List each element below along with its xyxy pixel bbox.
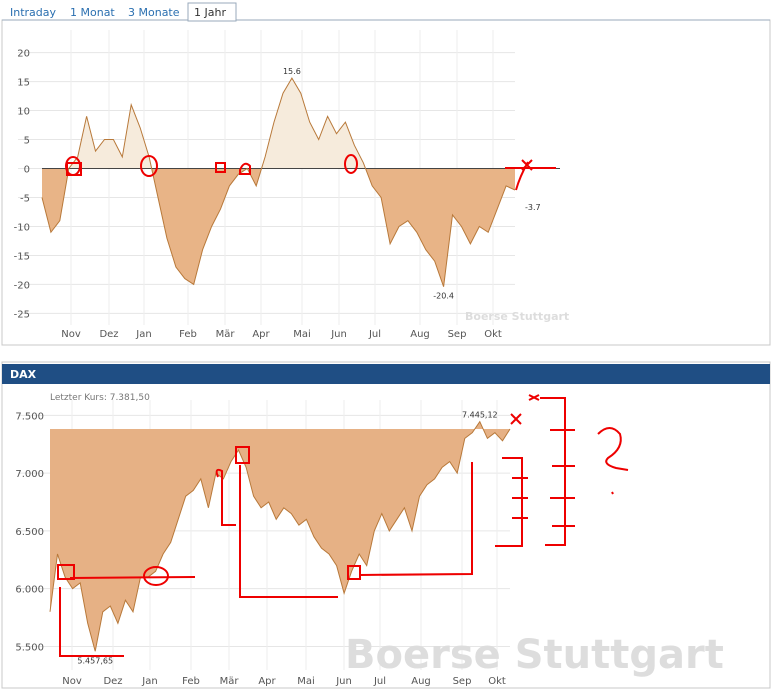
data-label: -20.4 [433,292,454,301]
y-tick-label: -5 [20,193,30,204]
y-tick-label: 7.000 [15,469,44,480]
area-negative [42,168,515,287]
x-tick-label: Sep [453,676,472,687]
x-tick-label: Apr [258,676,276,687]
hand-annotations [57,154,629,657]
area-fill [50,421,510,652]
x-tick-label: Aug [411,676,431,687]
data-label: -3.7 [525,203,541,212]
y-tick-label: 6.500 [15,527,44,538]
x-tick-label: Jan [141,676,157,687]
y-tick-label: 0 [24,165,30,176]
active-tab [187,2,237,22]
panel-header [2,364,770,384]
x-tick-label: Jun [335,676,352,687]
watermark: Boerse Stuttgart [465,310,569,323]
x-tick-label: Jul [368,329,381,340]
data-label: 7.445,12 [462,411,498,420]
x-tick-label: Feb [182,676,200,687]
x-tick-label: Sep [448,329,467,340]
y-tick-label: -15 [14,251,30,262]
x-tick-label: Mär [216,329,236,340]
charts: Intraday 1 Monat 3 Monate 1 Jahr -25 -20 -15 -1… [10,6,724,687]
y-tick-label: 5.500 [15,642,44,653]
y-tick-label: -25 [14,309,30,320]
tab[interactable]: 1 Jahr [194,6,226,19]
x-tick-label: Jun [330,329,347,340]
x-tick-label: Dez [99,329,118,340]
series-line [41,77,516,287]
y-tick-label: 15 [17,78,30,89]
y-tick-label: 5 [24,136,30,147]
x-tick-label: Okt [488,676,506,687]
tab[interactable]: 1 Monat [70,6,115,19]
x-tick-label: Jul [373,676,386,687]
last-price: Letzter Kurs: 7.381,50 [50,393,150,403]
x-tick-label: Apr [252,329,270,340]
data-label: 5.457,65 [77,656,113,665]
y-tick-label: 10 [17,107,30,118]
x-tick-label: Jan [135,329,151,340]
x-tick-label: Dez [103,676,122,687]
watermark: Boerse Stuttgart [345,632,724,678]
y-tick-label: -10 [14,222,30,233]
x-tick-label: Mai [293,329,311,340]
area-positive [42,78,515,169]
panel-title: DAX [10,368,37,381]
y-tick-label: 20 [17,49,30,60]
x-tick-label: Nov [61,329,81,340]
data-label: 15.6 [283,67,301,76]
y-tick-label: 6.000 [15,585,44,596]
x-tick-label: Nov [62,676,82,687]
tab[interactable]: 3 Monate [128,6,180,19]
y-tick-label: 7.500 [15,411,44,422]
tab[interactable]: Intraday [10,6,57,19]
x-tick-label: Mai [297,676,315,687]
x-tick-label: Feb [179,329,197,340]
y-tick-label: -20 [14,280,30,291]
x-tick-label: Aug [410,329,430,340]
series-line [49,420,511,652]
x-tick-label: Okt [484,329,502,340]
x-tick-label: Mär [220,676,240,687]
